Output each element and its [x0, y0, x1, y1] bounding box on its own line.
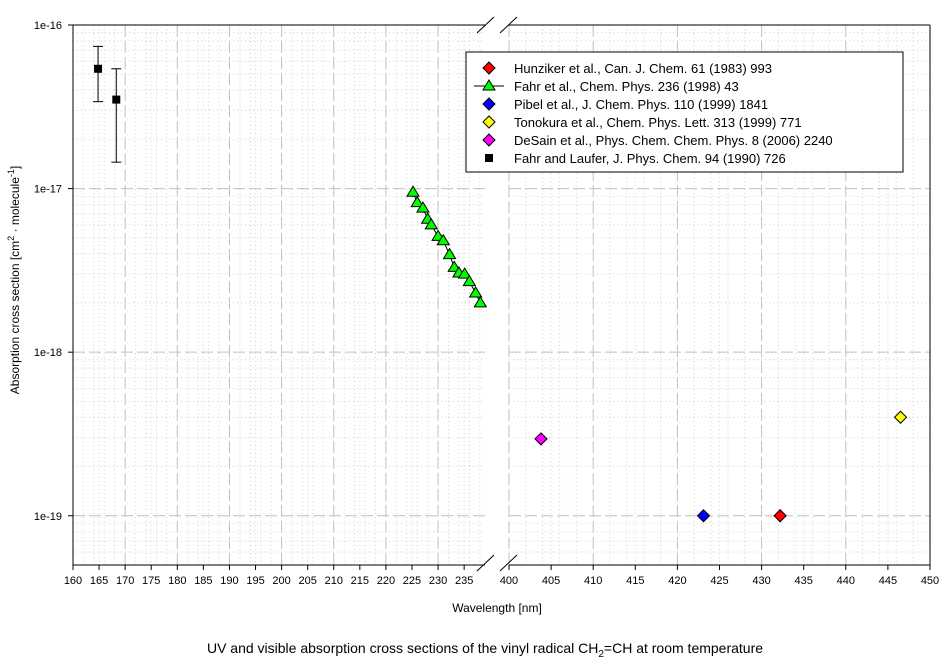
x-tick-label: 235 [455, 575, 473, 587]
data-point [457, 267, 472, 279]
x-tick-label: 200 [272, 575, 290, 587]
data-point [112, 95, 121, 104]
axis-break-mark [476, 16, 495, 34]
x-tick-label: 225 [403, 575, 421, 587]
legend: Hunziker et al., Can. J. Chem. 61 (1983)… [465, 51, 904, 173]
data-point [410, 195, 425, 208]
x-tick-label: 215 [351, 575, 369, 587]
legend-marker [482, 97, 496, 111]
legend-label: Tonokura et al., Chem. Phys. Lett. 313 (… [514, 115, 802, 130]
x-tick-label: 190 [220, 575, 238, 587]
data-point [462, 274, 477, 287]
x-tick-label: 160 [64, 575, 82, 587]
data-point [534, 432, 548, 446]
data-point [468, 286, 483, 298]
legend-marker [482, 133, 496, 147]
data-point [406, 185, 420, 197]
data-point [416, 201, 430, 213]
legend-label: Pibel et al., J. Chem. Phys. 110 (1999) … [514, 97, 768, 112]
x-axis-label: Wavelength [nm] [452, 601, 542, 615]
legend-label: Fahr et al., Chem. Phys. 236 (1998) 43 [514, 79, 739, 94]
data-point [473, 295, 488, 308]
axis-break-mark [476, 554, 495, 572]
x-tick-label: 180 [168, 575, 186, 587]
data-point [436, 233, 451, 246]
legend-marker [482, 115, 496, 129]
x-tick-label: 205 [299, 575, 317, 587]
x-tick-label: 415 [626, 575, 644, 587]
axis-break-mark [499, 554, 518, 572]
x-tick-label: 185 [194, 575, 212, 587]
x-tick-label: 175 [142, 575, 160, 587]
x-tick-label: 410 [584, 575, 602, 587]
data-point [94, 64, 103, 73]
x-tick-label: 195 [246, 575, 264, 587]
x-tick-label: 440 [837, 575, 855, 587]
data-marks [93, 45, 908, 523]
x-tick-label: 400 [500, 575, 518, 587]
x-tick-label: 425 [710, 575, 728, 587]
data-point [442, 247, 457, 260]
legend-marker [485, 154, 493, 162]
legend-label: Fahr and Laufer, J. Phys. Chem. 94 (1990… [514, 151, 786, 166]
y-tick-label: 1e-17 [34, 184, 62, 196]
axis-break-mark [499, 16, 518, 34]
data-point [696, 509, 711, 523]
x-tick-label: 165 [90, 575, 108, 587]
y-axis-label: Absorption cross section [cm2 · molecule… [6, 166, 22, 394]
data-point [893, 410, 908, 424]
x-tick-label: 445 [879, 575, 897, 587]
x-tick-label: 170 [116, 575, 134, 587]
legend-label: Hunziker et al., Can. J. Chem. 61 (1983)… [514, 61, 772, 76]
y-tick-label: 1e-18 [34, 347, 62, 359]
data-point [424, 217, 439, 230]
legend-marker [482, 61, 496, 75]
chart-title: UV and visible absorption cross sections… [207, 640, 763, 660]
x-tick-label: 430 [752, 575, 770, 587]
x-tick-label: 405 [542, 575, 560, 587]
y-tick-label: 1e-19 [34, 511, 62, 523]
legend-label: DeSain et al., Phys. Chem. Chem. Phys. 8… [514, 133, 833, 148]
x-tick-label: 435 [795, 575, 813, 587]
legend-marker [482, 79, 496, 91]
data-point [773, 509, 787, 523]
legend-box [465, 51, 904, 173]
y-tick-label: 1e-16 [34, 20, 62, 32]
x-tick-label: 210 [325, 575, 343, 587]
x-tick-label: 220 [377, 575, 395, 587]
x-tick-label: 420 [668, 575, 686, 587]
x-tick-label: 230 [429, 575, 447, 587]
x-tick-label: 450 [921, 575, 939, 587]
